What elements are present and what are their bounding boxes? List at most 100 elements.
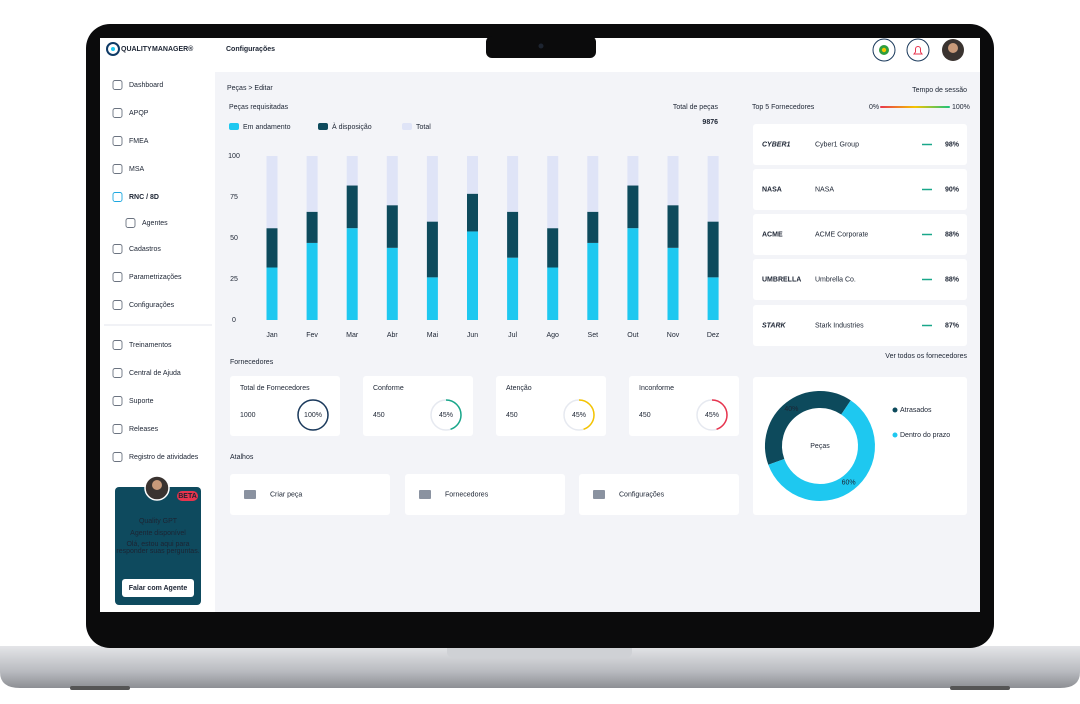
bar-segment (507, 156, 519, 212)
bar-segment (467, 193, 478, 232)
brand-accent: MANAGER® (152, 45, 194, 53)
x-tick-label: Jan (266, 332, 277, 339)
header-title: Configurações (226, 46, 275, 53)
bar-segment (507, 257, 519, 320)
supplier-card[interactable] (753, 259, 967, 300)
summary-label: Atenção (506, 385, 532, 392)
suppliers-link[interactable]: Ver todos os fornecedores (885, 353, 967, 360)
menu-item[interactable]: FMEA (129, 138, 149, 145)
menu-item[interactable]: Configurações (129, 302, 175, 309)
agent-title: Quality GPT (139, 518, 178, 525)
x-tick-label: Abr (387, 332, 399, 339)
session-label: Tempo de sessão (912, 87, 967, 94)
menu-icon (112, 272, 123, 282)
supplier-score: 88% (945, 276, 960, 283)
bell-icon (913, 46, 923, 55)
summary-value: 1000 (240, 412, 256, 419)
agent-button[interactable] (122, 579, 194, 597)
legend-dot (892, 407, 898, 413)
laptop-foot (950, 686, 1010, 690)
supplier-score: 87% (945, 322, 960, 329)
agent-message: Olá, estou aqui para (126, 541, 189, 548)
menu-item[interactable]: Agentes (142, 220, 168, 227)
menu-item[interactable]: Suporte (129, 398, 154, 405)
shortcut-label: Fornecedores (445, 491, 489, 498)
supplier-logo: NASA (762, 186, 782, 193)
supplier-logo: STARK (762, 322, 787, 329)
breadcrumb: Peças > Editar (227, 85, 273, 92)
donut-segment (765, 391, 851, 465)
y-tick-label: 50 (230, 235, 238, 242)
x-tick-label: Mai (427, 332, 439, 339)
supplier-score: 88% (945, 231, 960, 238)
menu-item[interactable]: Cadastros (129, 246, 161, 253)
menu-item[interactable]: Registro de atividades (129, 454, 199, 461)
menu-icon (112, 164, 123, 174)
legend-label: À disposição (332, 122, 372, 131)
shortcut-card[interactable] (405, 474, 565, 515)
summary-label: Total de Fornecedores (240, 385, 310, 392)
bar-segment (547, 156, 559, 229)
supplier-name: Stark Industries (815, 322, 864, 329)
supplier-name: Cyber1 Group (815, 141, 859, 148)
camera (538, 43, 544, 49)
menu-icon (112, 244, 123, 254)
summary-card (629, 376, 739, 436)
bar-segment (587, 242, 599, 320)
bar-segment (707, 221, 719, 278)
supplier-card[interactable] (753, 305, 967, 346)
x-tick-label: Ago (546, 332, 559, 339)
bar-segment (667, 156, 679, 206)
bar-segment (306, 242, 318, 320)
bar-segment (467, 231, 478, 320)
donut-center: Peças (810, 443, 830, 450)
bar-segment (627, 185, 639, 229)
bar-segment (667, 205, 679, 248)
menu-item[interactable]: Dashboard (129, 82, 163, 89)
supplier-card[interactable] (753, 169, 967, 210)
y-tick-label: 25 (230, 276, 238, 283)
bar-segment (627, 228, 639, 320)
flag-center (881, 47, 887, 53)
bar-segment (707, 156, 719, 222)
logo-icon (106, 42, 120, 56)
bar-segment (266, 156, 278, 229)
shortcut-card[interactable] (230, 474, 390, 515)
summary-card (363, 376, 473, 436)
laptop-notch (447, 646, 632, 658)
laptop-foot (70, 686, 130, 690)
bar-segment (346, 185, 358, 229)
notifications-button[interactable] (906, 38, 930, 62)
shortcut-card[interactable] (579, 474, 739, 515)
supplier-card[interactable] (753, 214, 967, 255)
supplier-logo: CYBER1 (762, 141, 791, 148)
menu-icon (112, 108, 123, 118)
menu-item[interactable]: Central de Ajuda (129, 370, 181, 377)
legend-swatch (402, 123, 412, 130)
menu-icon (112, 300, 123, 310)
shortcut-icon (593, 490, 605, 499)
chart-title: Peças requisitadas (229, 104, 289, 111)
supplier-card[interactable] (753, 124, 967, 165)
supplier-name: Umbrella Co. (815, 276, 856, 283)
logo-dot (111, 47, 115, 51)
menu-item[interactable]: APQP (129, 110, 149, 117)
y-tick-label: 0 (232, 317, 236, 324)
menu-item[interactable]: MSA (129, 166, 145, 173)
ring-label: 100% (304, 412, 322, 419)
bar-segment (386, 156, 398, 206)
section-title: Fornecedores (230, 359, 274, 366)
menu-item[interactable]: RNC / 8D (129, 194, 159, 201)
legend-swatch (318, 123, 328, 130)
ring-label: 45% (572, 412, 586, 419)
menu-icon (112, 340, 123, 350)
x-tick-label: Fev (306, 332, 318, 339)
menu-item[interactable]: Treinamentos (129, 342, 172, 349)
menu-icon (125, 218, 136, 228)
menu-item[interactable]: Releases (129, 426, 159, 433)
shortcut-label: Configurações (619, 491, 665, 498)
x-tick-label: Jul (508, 332, 517, 339)
menu-item[interactable]: Parametrizações (129, 274, 182, 281)
